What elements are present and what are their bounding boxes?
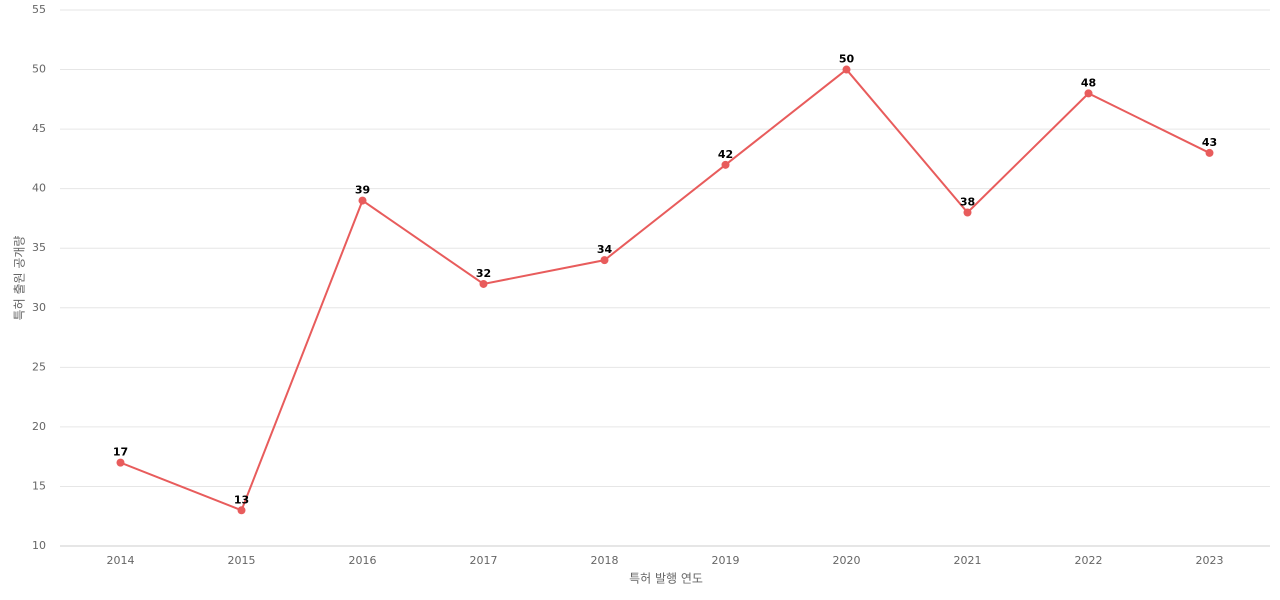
x-tick-label: 2017 [470,554,498,567]
line [120,68,1210,512]
x-tick-label: 2020 [833,554,861,567]
point [1084,89,1093,98]
data-label: 38 [960,195,975,208]
y-tick-label: 20 [32,420,46,433]
point [116,458,125,467]
y-tick-label: 45 [32,122,46,135]
y-tick-label: 50 [32,63,46,76]
point [237,506,246,515]
y-tick-label: 35 [32,241,46,254]
data-label: 42 [718,148,733,161]
x-tick-label: 2022 [1075,554,1103,567]
point [358,196,367,205]
x-tick-label: 2015 [228,554,256,567]
point [842,65,851,74]
y-tick-label: 55 [32,3,46,16]
data-label: 34 [597,243,613,256]
point [1205,148,1214,157]
x-tick-label: 2019 [712,554,740,567]
y-tick-label: 40 [32,182,46,195]
point [600,256,609,265]
y-tick-label: 15 [32,479,46,492]
y-tick-label: 10 [32,539,46,552]
point [479,279,488,288]
point [721,160,730,169]
data-label: 17 [113,446,128,459]
x-tick-label: 2021 [954,554,982,567]
x-tick-label: 2018 [591,554,619,567]
x-axis-label: 특허 발행 연도 [629,571,703,586]
data-label: 43 [1202,136,1217,149]
point [963,208,972,217]
y-tick-label: 30 [32,301,46,314]
y-axis-label: 특허 출원 공개량 [13,236,27,321]
data-label: 32 [476,267,491,280]
y-tick-label: 25 [32,360,46,373]
data-label: 50 [839,53,855,66]
data-label: 48 [1081,76,1096,89]
x-tick-label: 2016 [349,554,377,567]
x-tick-label: 2023 [1196,554,1224,567]
data-label: 39 [355,184,370,197]
data-label: 13 [234,493,249,506]
x-tick-label: 2014 [107,554,135,567]
